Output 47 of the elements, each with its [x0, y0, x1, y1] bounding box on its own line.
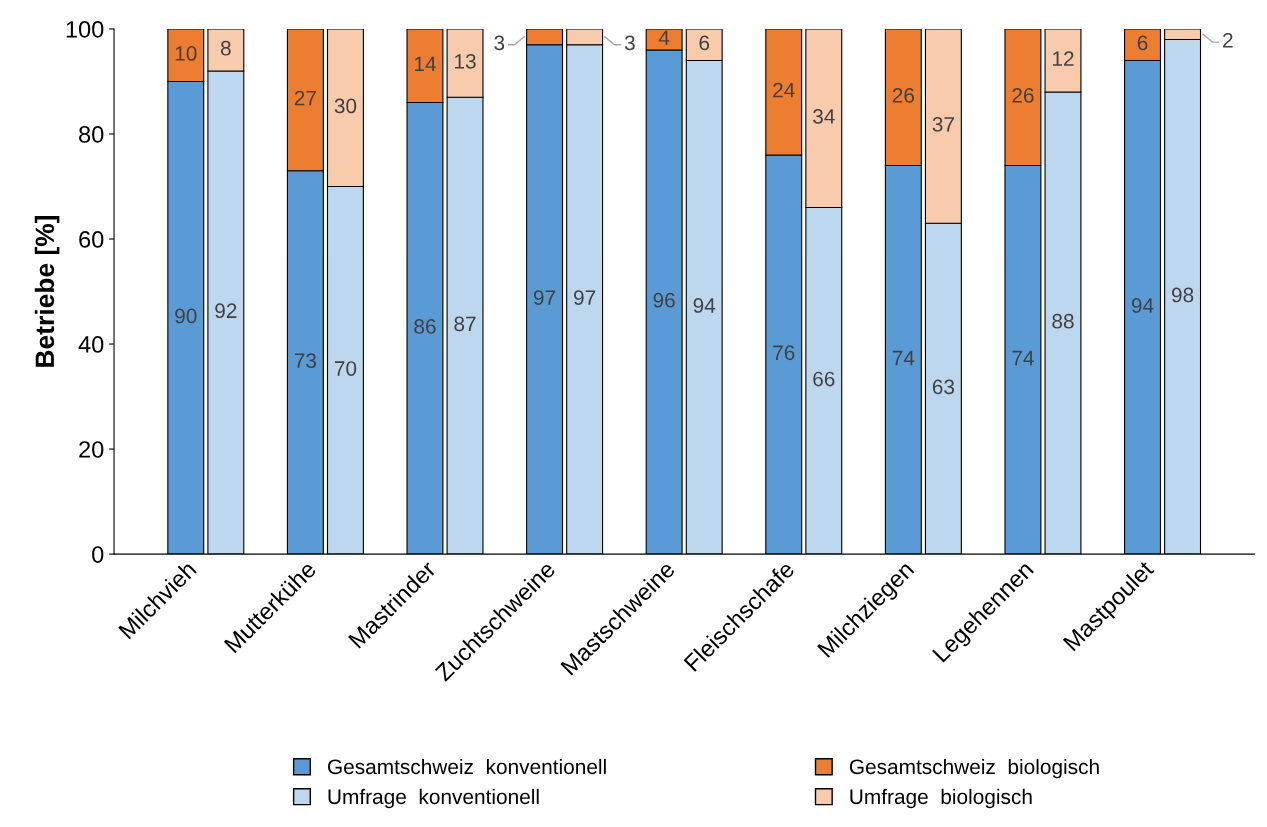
data-label: 37 — [932, 116, 954, 132]
data-label: 63 — [932, 379, 955, 395]
y-tick-label: 80 — [79, 126, 104, 143]
data-label: 3 — [494, 35, 505, 51]
y-axis-title: Betriebe [%] — [34, 216, 60, 367]
data-label: 34 — [813, 109, 835, 124]
data-label: 66 — [813, 371, 835, 387]
data-label: 74 — [892, 350, 915, 366]
data-label: 8 — [220, 40, 231, 56]
y-tick-label: 60 — [79, 231, 104, 248]
data-label: 6 — [1137, 35, 1148, 51]
data-label: 26 — [1012, 88, 1034, 103]
data-label: 30 — [334, 98, 357, 114]
legend-label: Gesamtschweiz biologisch — [849, 758, 1099, 779]
y-tick-label: 100 — [66, 21, 104, 38]
data-label: 87 — [454, 316, 476, 332]
data-label: 26 — [892, 88, 914, 103]
data-label: 94 — [693, 298, 716, 313]
y-tick-label: 40 — [78, 336, 104, 353]
data-label: 86 — [414, 319, 436, 334]
data-label: 14 — [414, 56, 436, 72]
y-tick-label: 0 — [92, 546, 104, 563]
data-label: 76 — [773, 345, 795, 361]
data-label: 24 — [773, 82, 795, 98]
legend-label: Gesamtschweiz konventionell — [328, 758, 606, 775]
data-label: 88 — [1052, 313, 1074, 329]
legend-label: Umfrage biologisch — [850, 788, 1032, 809]
data-label: 90 — [175, 308, 197, 324]
data-label: 2 — [1223, 32, 1233, 48]
data-label: 13 — [455, 53, 476, 69]
data-label: 6 — [699, 35, 710, 51]
data-label: 92 — [215, 303, 237, 319]
data-label: 27 — [294, 90, 316, 106]
data-label: 97 — [533, 290, 556, 305]
data-label: 70 — [334, 361, 357, 376]
data-label: 12 — [1052, 51, 1074, 66]
data-label: 73 — [294, 353, 317, 368]
data-label: 96 — [653, 292, 675, 308]
y-tick-label: 20 — [79, 441, 104, 458]
data-label: 98 — [1171, 287, 1194, 303]
data-label: 3 — [624, 35, 635, 51]
legend-label: Umfrage konventionell — [328, 788, 539, 809]
data-label: 10 — [175, 46, 197, 61]
data-label: 97 — [574, 290, 596, 305]
data-label: 4 — [658, 30, 670, 45]
data-label: 74 — [1012, 350, 1034, 366]
data-label: 94 — [1131, 298, 1154, 313]
